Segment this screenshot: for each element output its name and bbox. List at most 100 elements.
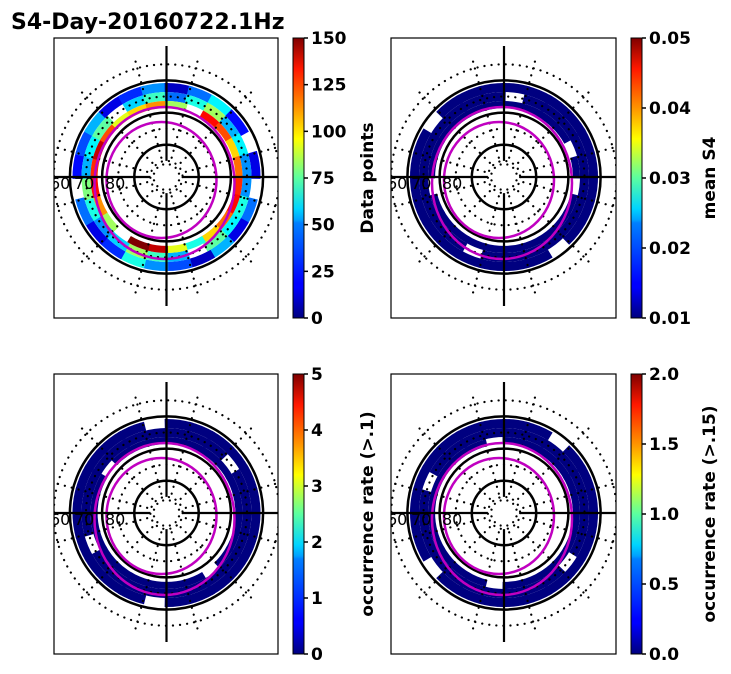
bin-cell [164,258,193,272]
colorbar-tick-label: 125 [311,76,347,96]
bin-cell [421,445,446,472]
colorbar-tick-label: 0.05 [649,29,691,49]
colorbar-label: Data points [358,122,378,233]
latitude-label: 80 [442,174,462,193]
colorbar-tick-label: 0.02 [649,239,691,259]
dotted-meridian [132,524,165,636]
colorbar-tick-label: 0.01 [649,309,691,329]
bins [72,418,261,608]
colorbar: 0.0 0.5 1.0 1.5 2.0 occurrence rate (>.15) [630,365,720,665]
bin-cell [239,489,252,515]
colorbar: 0 25 50 75 100 125 150 Data points [292,29,378,329]
bin-cell [231,469,250,495]
oval-boundary-equatorward [93,105,236,261]
bin-cell [570,491,580,515]
bin-cell [145,579,169,589]
dotted-latitude-circle [486,495,522,531]
bin-cell [502,243,526,253]
bin-cell [418,153,432,179]
bin-cell [455,85,484,105]
latitude-label: 70 [74,174,94,193]
bin-cell [437,458,457,480]
bin-cell [225,473,241,497]
bin-cell [551,122,571,144]
latitude-label: 60 [387,510,407,529]
colorbar-gradient [630,37,643,319]
bin-cell [84,109,108,136]
bin-cell [585,511,599,540]
bin-cell [576,489,590,515]
bin-cell [214,122,234,144]
bin-cell [239,511,252,537]
latitude-label: 60 [50,510,70,529]
bin-cell [556,451,579,477]
bin-cell [524,85,553,105]
bin-cell [437,546,457,568]
bin-cell [186,421,216,441]
bin-cell [524,585,553,605]
bin-cell [122,94,149,112]
bin-cell [84,554,108,581]
bin-cell [117,421,147,441]
bin-cell [239,533,258,562]
dotted-meridian [174,87,257,169]
bin-cell [409,150,423,179]
latitude-label: 80 [105,510,125,529]
bin-cell [409,486,423,515]
bin-cell [502,579,526,589]
bin-cell [140,82,169,96]
latitude-label: 60 [50,174,70,193]
bin-cell [225,554,249,581]
bin-cell [585,175,599,204]
bin-cell [540,229,566,252]
latitude-label: 70 [74,510,94,529]
bin-cell [520,103,544,119]
dotted-meridian [54,515,156,545]
bin-cell [551,458,571,480]
polar-plot-area: 60 70 80 [50,382,278,642]
bin-cell [98,430,126,455]
polar-plot-area: 60 70 80 [391,46,616,306]
oval-boundary-equatorward [430,441,574,597]
latitude-label: 80 [105,174,125,193]
bin-cell [84,218,108,245]
dotted-meridian [391,145,493,175]
oval-boundary-poleward [105,120,218,240]
bin-cell [464,235,488,251]
colorbar-tick-label: 100 [311,122,347,142]
bin-cell [562,218,587,245]
bin-cell [569,133,587,159]
axes-frame [53,37,279,319]
colorbar: 0 1 2 3 4 5 occurrence rate (>.1) [292,365,378,665]
bin-cell [164,579,188,589]
bin-cell [81,489,94,515]
oval-boundary-equatorward [93,441,236,597]
bin-cell [225,445,249,472]
bin-cell [585,150,599,179]
dotted-meridian [168,524,201,636]
colorbar-tick-label: 2 [311,533,323,553]
bin-cell [569,531,587,557]
bin-cell [203,229,228,252]
bin-cell [502,594,531,608]
dotted-meridian [177,481,278,511]
dotted-meridian [54,179,156,209]
dotted-meridian [54,481,156,511]
bin-cell [455,249,484,269]
figure-title: S4-Day-20160722.1Hz [11,10,285,35]
bin-cell [576,511,590,537]
colorbar-label: mean S4 [700,136,720,219]
colorbar-tick-label: 25 [311,262,335,282]
bin-cell [576,464,596,493]
bin-cell [540,565,566,588]
bin-cell [477,82,506,96]
bin-cell [480,427,506,441]
bin-cell [520,439,544,455]
bin-cell [248,486,261,515]
bin-cell [239,153,252,179]
bin-cell [480,91,506,105]
colorbar-tick-label: 4 [311,421,323,441]
dotted-meridian [391,481,493,511]
axes-frame [390,373,617,655]
